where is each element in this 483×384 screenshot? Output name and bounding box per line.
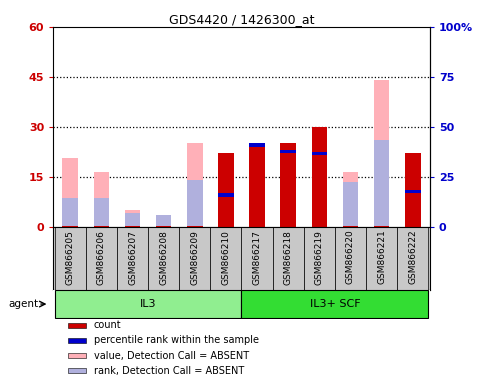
Text: GSM866210: GSM866210: [221, 230, 230, 285]
Bar: [335, 227, 366, 290]
Text: GSM866208: GSM866208: [159, 230, 168, 285]
Bar: [94, 225, 109, 227]
Bar: [218, 200, 234, 227]
Bar: [94, 198, 109, 227]
Bar: [374, 80, 389, 227]
Title: GDS4420 / 1426300_at: GDS4420 / 1426300_at: [169, 13, 314, 26]
Bar: [62, 225, 78, 227]
Text: agent: agent: [8, 299, 38, 309]
Bar: [94, 172, 109, 227]
Bar: [218, 193, 234, 197]
Text: GSM866220: GSM866220: [346, 230, 355, 285]
Bar: [117, 227, 148, 290]
Bar: [125, 213, 140, 227]
Bar: [187, 180, 202, 227]
Bar: [397, 227, 428, 290]
Bar: [374, 140, 389, 227]
Bar: [62, 198, 78, 227]
Bar: [125, 225, 140, 227]
Bar: [55, 290, 242, 318]
Bar: [218, 153, 234, 227]
Bar: [187, 225, 202, 227]
Bar: [156, 215, 171, 227]
Text: GSM866221: GSM866221: [377, 230, 386, 285]
Bar: [343, 182, 358, 227]
Bar: [272, 227, 304, 290]
Text: GSM866209: GSM866209: [190, 230, 199, 285]
Text: GSM866205: GSM866205: [66, 230, 75, 285]
Text: count: count: [94, 321, 121, 331]
Bar: [366, 227, 397, 290]
Text: GSM866219: GSM866219: [315, 230, 324, 285]
Text: GSM866207: GSM866207: [128, 230, 137, 285]
Bar: [405, 153, 421, 227]
Bar: [312, 127, 327, 227]
Bar: [312, 152, 327, 155]
Bar: [343, 225, 358, 227]
Bar: [68, 323, 86, 328]
Bar: [242, 227, 272, 290]
Bar: [55, 227, 86, 290]
Bar: [343, 172, 358, 227]
Bar: [179, 227, 211, 290]
Bar: [68, 338, 86, 343]
Text: GSM866222: GSM866222: [408, 230, 417, 284]
Bar: [156, 225, 171, 227]
Bar: [249, 143, 265, 227]
Text: GSM866218: GSM866218: [284, 230, 293, 285]
Bar: [62, 158, 78, 227]
Bar: [68, 368, 86, 373]
Bar: [405, 190, 421, 193]
Bar: [242, 290, 428, 318]
Bar: [68, 353, 86, 358]
Bar: [281, 143, 296, 227]
Bar: [125, 210, 140, 227]
Text: GSM866206: GSM866206: [97, 230, 106, 285]
Bar: [281, 150, 296, 153]
Bar: [86, 227, 117, 290]
Text: IL3+ SCF: IL3+ SCF: [310, 299, 360, 309]
Bar: [304, 227, 335, 290]
Text: GSM866217: GSM866217: [253, 230, 262, 285]
Text: percentile rank within the sample: percentile rank within the sample: [94, 336, 259, 346]
Text: IL3: IL3: [140, 299, 156, 309]
Bar: [187, 143, 202, 227]
Bar: [148, 227, 179, 290]
Text: value, Detection Call = ABSENT: value, Detection Call = ABSENT: [94, 351, 249, 361]
Text: rank, Detection Call = ABSENT: rank, Detection Call = ABSENT: [94, 366, 244, 376]
Bar: [156, 217, 171, 227]
Bar: [374, 225, 389, 227]
Bar: [249, 143, 265, 147]
Bar: [211, 227, 242, 290]
